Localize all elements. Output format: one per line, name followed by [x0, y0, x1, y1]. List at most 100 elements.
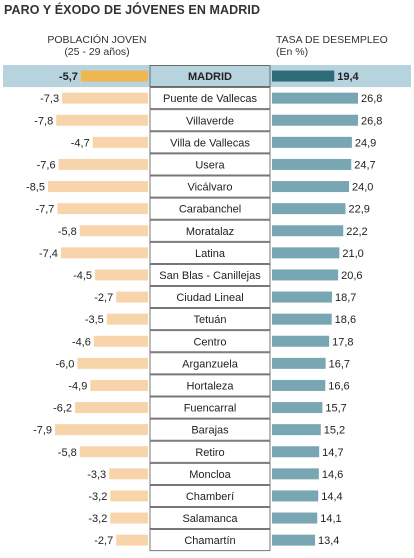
- category-label: Barajas: [191, 425, 229, 437]
- right-bar: [272, 446, 320, 458]
- right-value-label: 17,8: [332, 336, 353, 348]
- category-label-box: [149, 109, 271, 132]
- left-value-label: -6,0: [55, 358, 74, 370]
- left-value-label: -7,8: [34, 115, 53, 127]
- category-label: Puente de Vallecas: [163, 93, 257, 105]
- left-value-label: -7,3: [40, 93, 59, 105]
- left-bar: [109, 468, 148, 480]
- left-bar: [62, 92, 148, 104]
- category-label-box: [149, 131, 271, 154]
- left-bar: [90, 379, 148, 391]
- left-bar: [106, 313, 148, 325]
- right-bar: [272, 181, 350, 193]
- right-bar: [272, 247, 340, 259]
- chart-title: PARO Y ÉXODO DE JÓVENES EN MADRID: [4, 3, 261, 17]
- right-value-label: 22,9: [348, 204, 369, 216]
- left-bar: [95, 269, 148, 281]
- right-bar: [272, 424, 321, 436]
- category-label: Moncloa: [189, 469, 231, 481]
- right-value-label: 18,6: [335, 314, 356, 326]
- right-bar: [272, 225, 344, 237]
- category-label: Moratalaz: [186, 226, 234, 238]
- left-value-label: -5,7: [59, 71, 78, 83]
- right-header-line2: (En %): [276, 46, 309, 58]
- left-bar: [79, 225, 148, 237]
- category-label-box: [149, 286, 271, 309]
- right-bar: [272, 402, 323, 414]
- right-value-label: 19,4: [337, 71, 359, 83]
- right-bar: [272, 379, 326, 391]
- right-bar: [272, 269, 339, 281]
- right-value-label: 14,7: [322, 447, 343, 459]
- category-label-box: [149, 484, 271, 507]
- left-value-label: -4,5: [73, 270, 92, 282]
- category-label-box: [149, 65, 271, 88]
- category-label: Hortaleza: [186, 380, 234, 392]
- category-label-box: [149, 507, 271, 530]
- right-value-label: 26,8: [361, 93, 382, 105]
- left-bar: [56, 114, 149, 126]
- category-label: Chamberí: [186, 491, 234, 503]
- category-label-box: [149, 418, 271, 441]
- category-label: Chamartín: [184, 535, 235, 547]
- category-label: Vicálvaro: [187, 182, 232, 194]
- left-bar: [92, 136, 148, 148]
- category-label: Tetuán: [193, 314, 226, 326]
- category-label-box: [149, 219, 271, 242]
- left-value-label: -2,7: [94, 535, 113, 547]
- right-value-label: 20,6: [341, 270, 362, 282]
- left-bar: [75, 402, 148, 414]
- right-value-label: 15,7: [325, 403, 346, 415]
- right-value-label: 15,2: [324, 425, 345, 437]
- category-label: Retiro: [195, 447, 224, 459]
- left-bar: [48, 181, 148, 193]
- left-header-line1: POBLACIÓN JOVEN: [47, 34, 147, 46]
- right-bar: [272, 92, 358, 104]
- category-label: Fuencarral: [184, 403, 237, 415]
- right-bar: [272, 291, 333, 303]
- left-value-label: -7,6: [37, 159, 56, 171]
- left-bar: [93, 335, 148, 347]
- category-label-box: [149, 153, 271, 176]
- left-header-line2: (25 - 29 años): [64, 46, 130, 58]
- left-value-label: -7,4: [39, 248, 58, 260]
- category-label: Villa de Vallecas: [170, 137, 250, 149]
- category-label: Usera: [195, 159, 225, 171]
- right-bar: [272, 468, 319, 480]
- category-label-box: [149, 352, 271, 375]
- category-label-box: [149, 308, 271, 331]
- left-bar: [57, 203, 148, 215]
- category-label-box: [149, 87, 271, 110]
- category-label: MADRID: [188, 71, 232, 83]
- category-label: Carabanchel: [179, 204, 241, 216]
- left-bar: [110, 512, 148, 524]
- left-value-label: -5,8: [58, 447, 77, 459]
- left-value-label: -3,2: [88, 513, 107, 525]
- right-value-label: 14,4: [321, 491, 342, 503]
- left-value-label: -5,8: [58, 226, 77, 238]
- left-bar: [77, 357, 148, 369]
- right-value-label: 13,4: [318, 535, 339, 547]
- category-label-box: [149, 197, 271, 220]
- right-header-line1: TASA DE DESEMPLEO: [276, 34, 388, 46]
- category-label-box: [149, 330, 271, 353]
- left-bar: [116, 291, 148, 303]
- left-value-label: -2,7: [94, 292, 113, 304]
- left-bar: [58, 158, 148, 170]
- right-value-label: 24,9: [355, 137, 376, 149]
- category-label-box: [149, 175, 271, 198]
- category-label-box: [149, 462, 271, 485]
- left-bar: [60, 247, 148, 259]
- left-value-label: -3,2: [88, 491, 107, 503]
- right-value-label: 16,7: [329, 358, 350, 370]
- right-value-label: 16,6: [328, 380, 349, 392]
- right-value-label: 24,0: [352, 182, 373, 194]
- category-label: Salamanca: [182, 513, 238, 525]
- right-value-label: 24,7: [354, 159, 375, 171]
- right-series-header: TASA DE DESEMPLEO (En %): [276, 34, 388, 58]
- right-bar: [272, 534, 315, 546]
- left-value-label: -7,9: [33, 425, 52, 437]
- left-value-label: -4,6: [72, 336, 91, 348]
- right-bar: [272, 313, 332, 325]
